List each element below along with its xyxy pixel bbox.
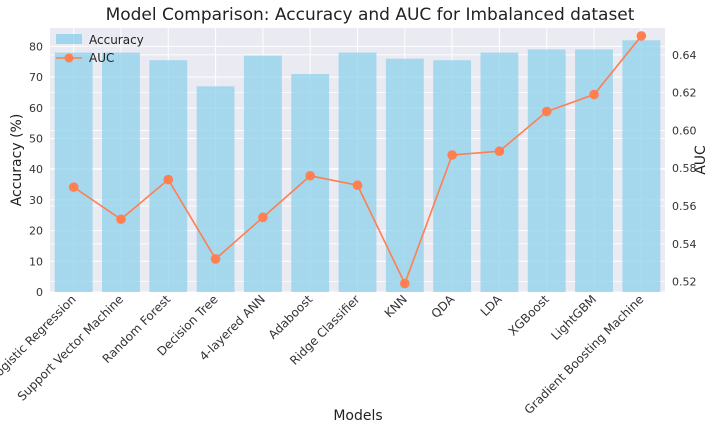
y-tick-label: 10 xyxy=(29,255,43,268)
accuracy-bar xyxy=(575,49,613,292)
y-tick-label: 40 xyxy=(29,163,43,176)
y-tick-label: 20 xyxy=(29,225,43,238)
y2-axis-label: AUC xyxy=(693,145,709,175)
y2-axis-ticks: 0.52 0.54 0.56 0.58 0.60 0.62 0.64 xyxy=(672,49,697,289)
legend-accuracy-swatch xyxy=(56,34,82,44)
auc-point xyxy=(494,146,505,157)
y-axis-ticks: 0 10 20 30 40 50 60 70 80 xyxy=(29,40,43,299)
y2-tick-label: 0.60 xyxy=(672,124,697,137)
accuracy-bar xyxy=(54,52,93,293)
auc-point xyxy=(400,278,410,289)
legend: Accuracy AUC xyxy=(56,33,144,65)
auc-point xyxy=(305,170,315,181)
auc-point xyxy=(116,214,126,225)
accuracy-bars xyxy=(54,40,661,293)
y-tick-label: 60 xyxy=(29,102,43,115)
accuracy-bar xyxy=(385,58,424,292)
auc-point xyxy=(210,254,221,264)
y2-tick-label: 0.56 xyxy=(672,200,697,213)
auc-point xyxy=(163,174,174,185)
legend-auc-label: AUC xyxy=(89,51,114,65)
auc-point xyxy=(589,89,599,100)
accuracy-bar xyxy=(102,52,140,293)
y-tick-label: 80 xyxy=(29,40,43,53)
y-tick-label: 50 xyxy=(29,133,43,146)
accuracy-bar xyxy=(480,52,519,293)
auc-line xyxy=(68,31,647,289)
y2-tick-label: 0.54 xyxy=(672,238,697,251)
y-tick-label: 70 xyxy=(29,71,43,84)
auc-point xyxy=(68,182,79,192)
y-axis-label: Accuracy (%) xyxy=(9,114,25,207)
legend-accuracy-label: Accuracy xyxy=(89,33,144,47)
auc-point xyxy=(636,31,647,41)
accuracy-bar xyxy=(622,40,661,292)
auc-point xyxy=(541,106,552,117)
y2-tick-label: 0.52 xyxy=(672,276,697,289)
accuracy-bar xyxy=(433,60,472,292)
accuracy-bar xyxy=(243,55,282,293)
x-axis-label: Models xyxy=(333,408,382,424)
accuracy-bar xyxy=(338,52,377,293)
auc-point xyxy=(258,212,268,223)
y-tick-label: 30 xyxy=(29,194,43,207)
y2-tick-label: 0.58 xyxy=(672,162,697,175)
auc-point xyxy=(447,150,457,160)
accuracy-bar xyxy=(291,74,330,292)
legend-auc-marker xyxy=(64,53,74,63)
y2-tick-label: 0.64 xyxy=(672,49,697,62)
accuracy-bar xyxy=(527,49,566,292)
chart-title: Model Comparison: Accuracy and AUC for I… xyxy=(106,5,635,25)
y-tick-label: 0 xyxy=(36,286,43,299)
auc-point xyxy=(352,180,363,191)
y2-tick-label: 0.62 xyxy=(672,87,697,100)
